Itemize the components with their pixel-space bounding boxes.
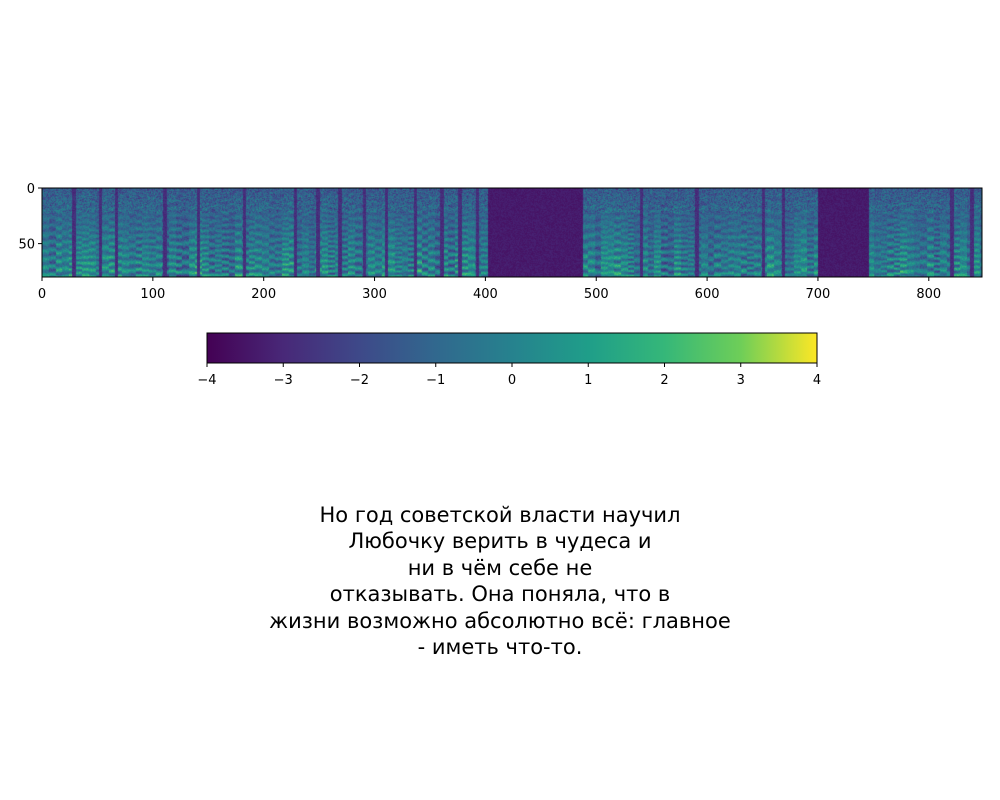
x-tick-label: 600: [695, 287, 720, 302]
x-tick-label: 700: [806, 287, 831, 302]
colorbar-tick-label: 0: [508, 373, 516, 388]
caption-line: Любочку верить в чудеса и: [348, 529, 652, 554]
x-tick-label: 0: [38, 287, 46, 302]
colorbar-tick-label: −2: [350, 373, 369, 388]
x-tick-label: 200: [251, 287, 276, 302]
colorbar-tick-label: 1: [584, 373, 592, 388]
caption-line: отказывать. Она поняла, что в: [329, 582, 671, 607]
spectrogram-x-axis: 0 100 200 300 400 500 600 700 800: [38, 277, 941, 302]
x-tick-label: 100: [140, 287, 165, 302]
y-tick-label: 50: [18, 238, 35, 253]
colorbar-tick-label: −4: [197, 373, 216, 388]
x-tick-label: 500: [584, 287, 609, 302]
caption-line: ни в чём себе не: [407, 555, 593, 580]
colorbar-gradient: [207, 333, 817, 363]
x-tick-label: 400: [473, 287, 498, 302]
spectrogram-heatmap: [42, 188, 982, 277]
colorbar: −4 −3 −2 −1 0 1 2 3 4: [197, 332, 821, 388]
y-tick-label: 0: [27, 182, 35, 197]
spectrogram-plot: 0 100 200 300 400 500 600 700 800 0 50: [18, 182, 983, 302]
colorbar-tick-label: 4: [813, 373, 821, 388]
x-tick-label: 300: [362, 287, 387, 302]
spectrogram-frame: [41, 187, 983, 278]
x-tick-label: 800: [916, 287, 941, 302]
colorbar-axis: −4 −3 −2 −1 0 1 2 3 4: [197, 363, 821, 388]
colorbar-tick-label: 3: [737, 373, 745, 388]
caption-text: Но год советской власти научил Любочку в…: [200, 502, 800, 660]
colorbar-tick-label: −1: [426, 373, 445, 388]
colorbar-tick-label: −3: [274, 373, 293, 388]
caption-line: Но год советской власти научил: [319, 503, 681, 527]
spectrogram-y-axis: 0 50: [18, 182, 42, 253]
caption-line: - иметь что-то.: [417, 635, 583, 660]
caption-line: жизни возможно абсолютно всё: главное: [269, 608, 731, 633]
colorbar-tick-label: 2: [660, 373, 668, 388]
